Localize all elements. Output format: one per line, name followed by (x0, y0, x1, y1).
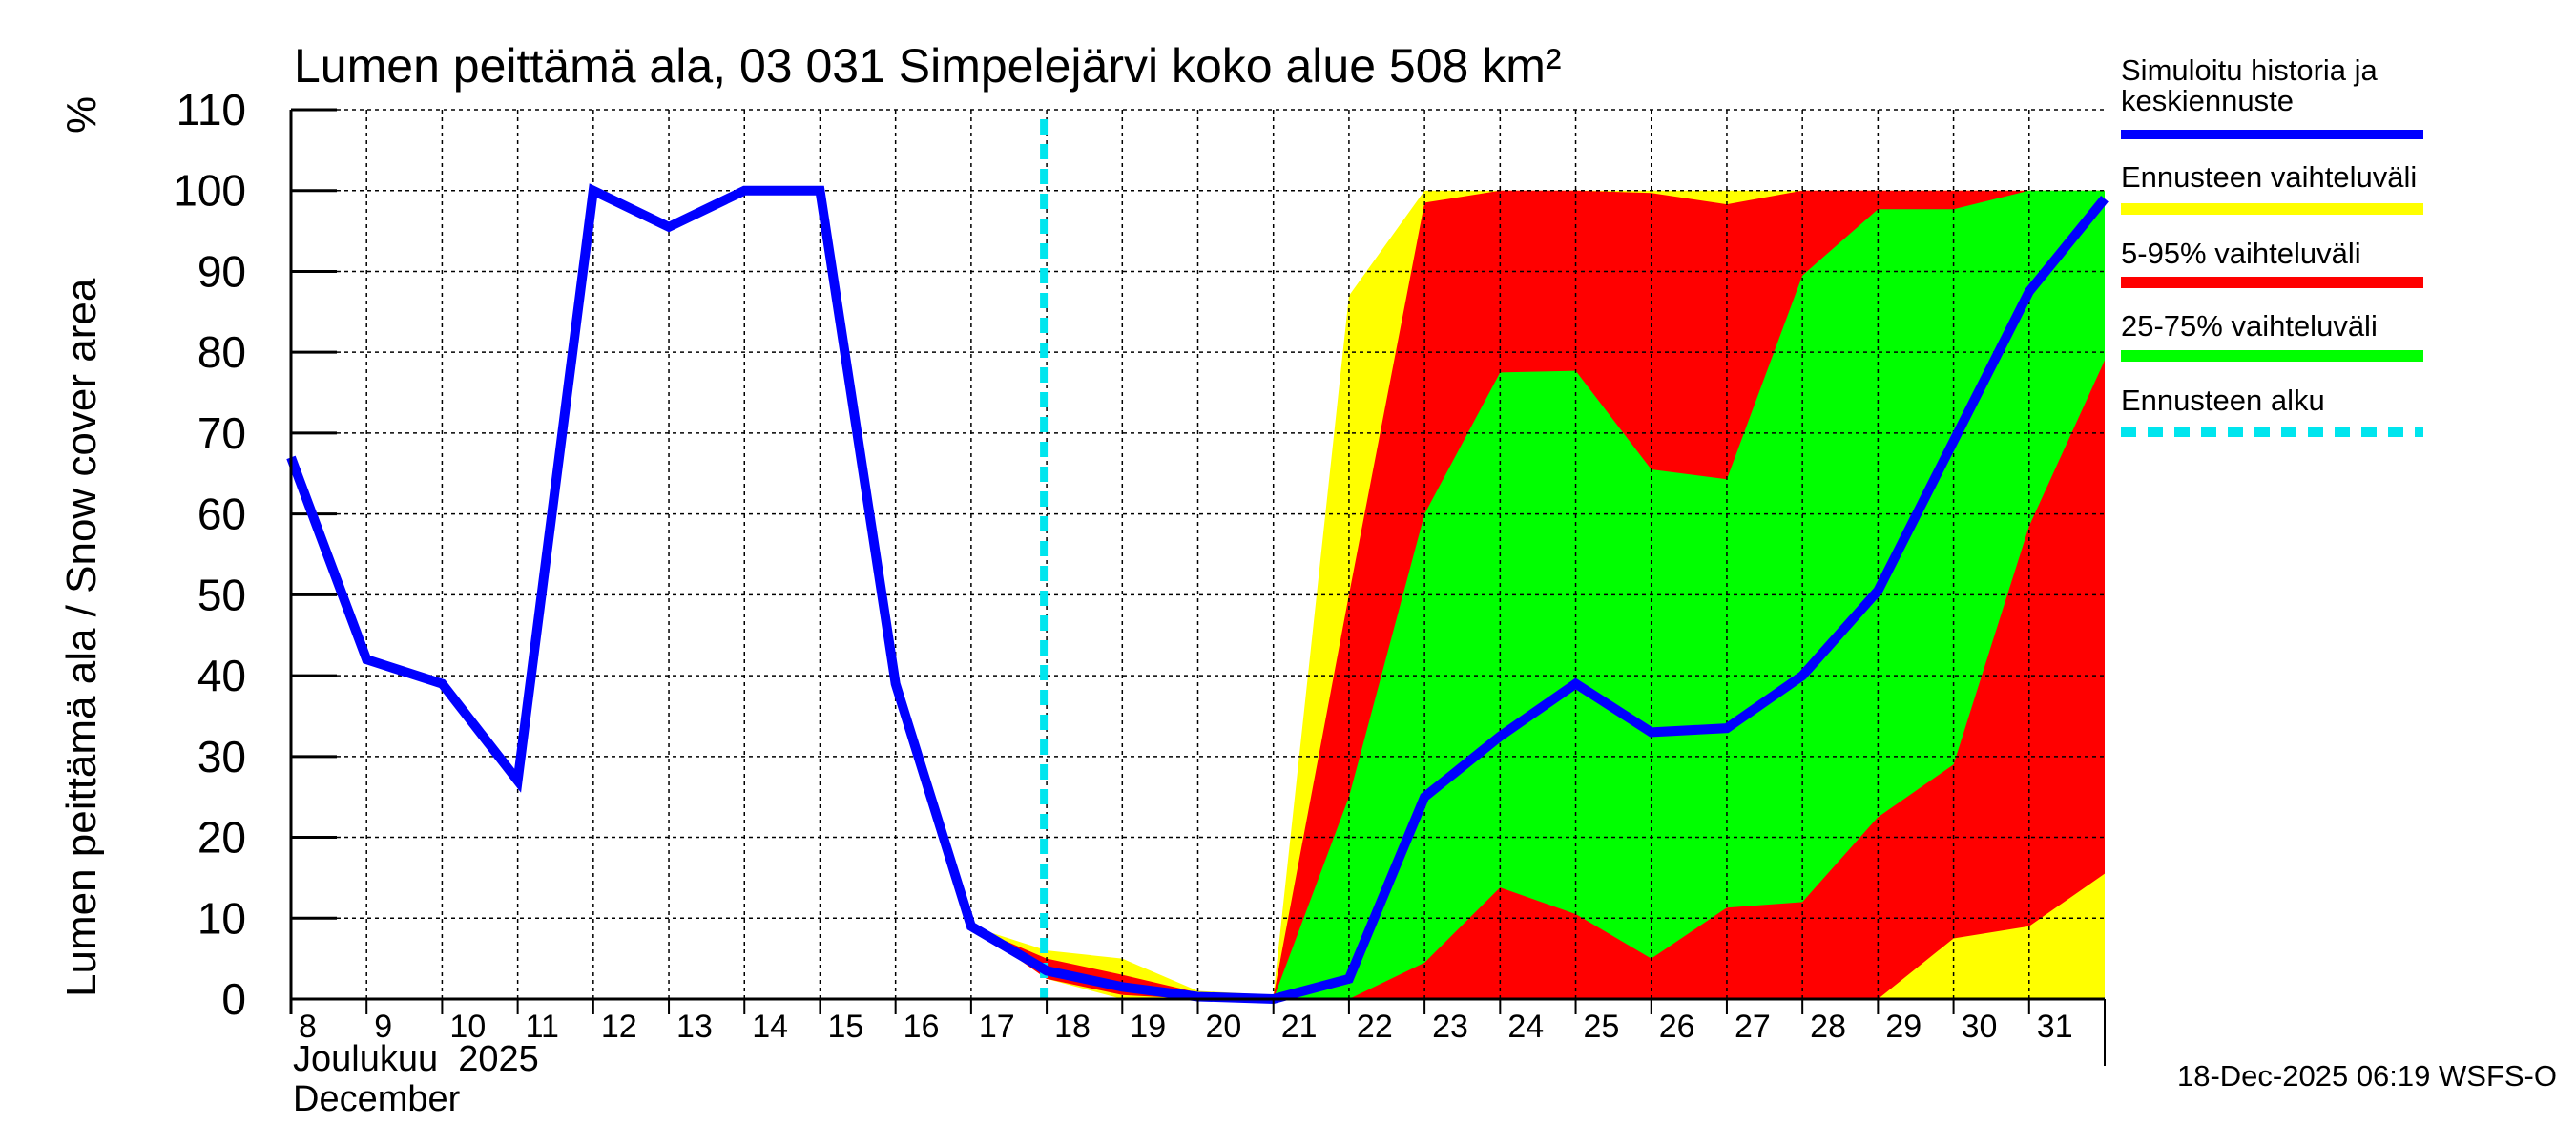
history-median-line (286, 183, 2109, 1005)
x-axis-month-label-en: December (293, 1079, 461, 1119)
chart-title: Lumen peittämä ala, 03 031 Simpelejärvi … (294, 39, 1562, 93)
legend-label-forecast-start: Ennusteen alku (2121, 384, 2325, 417)
legend: Simuloitu historia ja keskiennuste Ennus… (2121, 53, 2423, 437)
x-tick-label: 18 (1054, 1009, 1091, 1045)
x-tick-label: 11 (526, 1009, 559, 1045)
x-tick-label: 22 (1357, 1009, 1393, 1045)
x-tick-label: 12 (601, 1009, 637, 1045)
x-tick-label: 16 (904, 1009, 940, 1045)
x-tick-label: 13 (676, 1009, 713, 1045)
legend-label-25-75: 25-75% vaihteluväli (2121, 309, 2378, 343)
x-tick-label: 25 (1584, 1009, 1620, 1045)
x-tick-label: 19 (1130, 1009, 1166, 1045)
x-tick-label: 9 (374, 1009, 392, 1045)
y-axis-label: Lumen peittämä ala / Snow cover area (58, 278, 105, 997)
legend-label-5-95: 5-95% vaihteluväli (2121, 237, 2361, 270)
grid (291, 108, 2105, 1001)
x-tick-label: 31 (2037, 1009, 2073, 1045)
y-tick-label: 110 (177, 85, 246, 135)
y-tick-label: 100 (173, 166, 246, 216)
legend-label-history-1: Simuloitu historia ja (2121, 53, 2379, 87)
y-tick-label: 30 (197, 732, 246, 781)
x-tick-label: 26 (1659, 1009, 1695, 1045)
legend-label-range: Ennusteen vaihteluväli (2121, 160, 2417, 194)
y-tick-label: 40 (197, 651, 246, 700)
y-tick-label: 80 (197, 327, 246, 377)
y-tick-label: 20 (197, 813, 246, 863)
y-tick-label: 90 (197, 246, 246, 296)
x-tick-label: 29 (1885, 1009, 1922, 1045)
y-tick-label: 70 (197, 408, 246, 458)
x-tick-label: 14 (752, 1009, 788, 1045)
y-tick-label: 0 (221, 974, 246, 1024)
x-tick-label: 15 (827, 1009, 863, 1045)
x-tick-label: 20 (1206, 1009, 1242, 1045)
y-axis-unit: % (58, 96, 105, 134)
y-tick-label: 10 (197, 893, 246, 943)
y-tick-label: 50 (197, 570, 246, 619)
x-axis-month-label: Joulukuu 2025 (293, 1039, 539, 1079)
x-tick-label: 21 (1281, 1009, 1318, 1045)
series-lines (286, 119, 2109, 1005)
x-tick-label: 10 (449, 1009, 486, 1045)
x-tick-label: 17 (979, 1009, 1015, 1045)
x-tick-label: 27 (1735, 1009, 1771, 1045)
legend-label-history-2: keskiennuste (2121, 84, 2294, 117)
x-tick-label: 28 (1810, 1009, 1846, 1045)
x-tick-label: 8 (299, 1009, 317, 1045)
footer-timestamp: 18-Dec-2025 06:19 WSFS-O (2177, 1059, 2557, 1093)
axes: 0 10 20 30 40 50 60 70 80 90 100 110 8 9 10 11 12 13 14 15 1… (173, 85, 2106, 1066)
x-tick-label: 23 (1432, 1009, 1468, 1045)
x-tick-label: 24 (1507, 1009, 1544, 1045)
x-tick-label: 30 (1962, 1009, 1998, 1045)
y-tick-label: 60 (197, 489, 246, 539)
